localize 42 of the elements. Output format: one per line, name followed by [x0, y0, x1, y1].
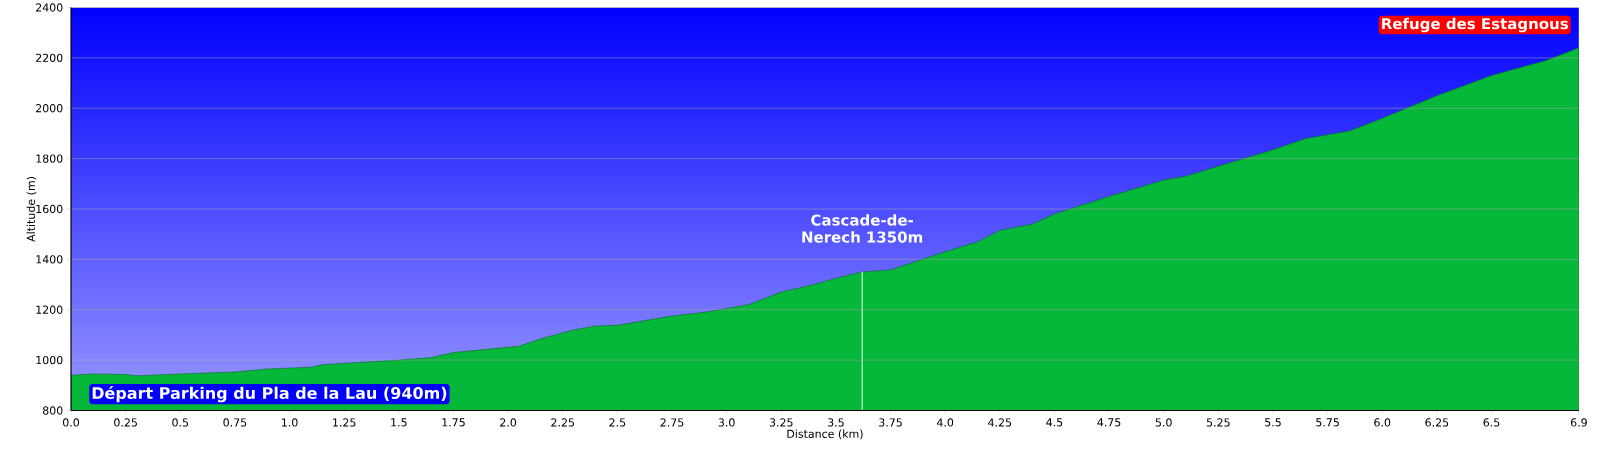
y-tick-label: 1200 — [36, 305, 63, 314]
x-tick-label: 3.0 — [718, 418, 735, 427]
x-tick-label: 5.75 — [1316, 418, 1339, 427]
x-tick-label: 2.5 — [609, 418, 626, 427]
x-tick-label: 6.5 — [1483, 418, 1500, 427]
x-tick-label: 1.0 — [282, 418, 298, 427]
x-tick-label: 6.0 — [1374, 418, 1391, 427]
x-tick-label: 3.75 — [879, 418, 902, 427]
x-axis-title: Distance (km) — [787, 429, 863, 440]
x-tick-label: 3.5 — [827, 418, 844, 427]
annotation: Départ Parking du Pla de la Lau (940m) — [92, 385, 447, 403]
x-tick-label: 4.75 — [1097, 418, 1121, 427]
x-tick-label: 2.75 — [660, 418, 684, 427]
x-tick-label: 5.0 — [1155, 418, 1172, 427]
x-tick-label: 0.25 — [114, 418, 137, 427]
x-tick-label: 4.25 — [988, 418, 1012, 427]
y-tick-label: 1600 — [36, 204, 63, 213]
x-tick-label: 1.5 — [391, 418, 407, 427]
y-axis-title: Altitude (m) — [26, 176, 37, 242]
y-tick-label: 1400 — [36, 254, 63, 264]
x-tick-label: 3.25 — [769, 418, 793, 427]
y-tick-label: 1800 — [36, 154, 63, 163]
x-tick-label: 0.5 — [172, 418, 189, 427]
x-tick-label: 1.75 — [442, 418, 465, 427]
x-tick-label: 0.0 — [62, 418, 80, 427]
x-tick-label: 4.0 — [936, 418, 954, 427]
x-tick-label: 5.5 — [1265, 418, 1281, 427]
x-tick-label: 5.25 — [1206, 418, 1230, 427]
x-tick-label: 2.0 — [500, 418, 517, 427]
annotation: Refuge des Estagnous — [1382, 17, 1568, 33]
x-tick-label: 6.25 — [1425, 418, 1449, 427]
y-tick-label: 800 — [42, 406, 63, 415]
y-tick-label: 2200 — [36, 53, 63, 62]
x-tick-label: 6.9 — [1570, 418, 1587, 427]
y-tick-label: 2400 — [36, 3, 63, 12]
x-tick-label: 0.75 — [223, 418, 247, 427]
x-tick-label: 1.25 — [333, 418, 356, 427]
x-tick-label: 4.5 — [1046, 418, 1063, 427]
x-tick-label: 2.25 — [551, 418, 574, 427]
annotation: Cascade-de-Nerech 1350m — [802, 213, 923, 243]
y-tick-label: 2000 — [36, 103, 63, 113]
y-tick-label: 1000 — [36, 355, 63, 365]
